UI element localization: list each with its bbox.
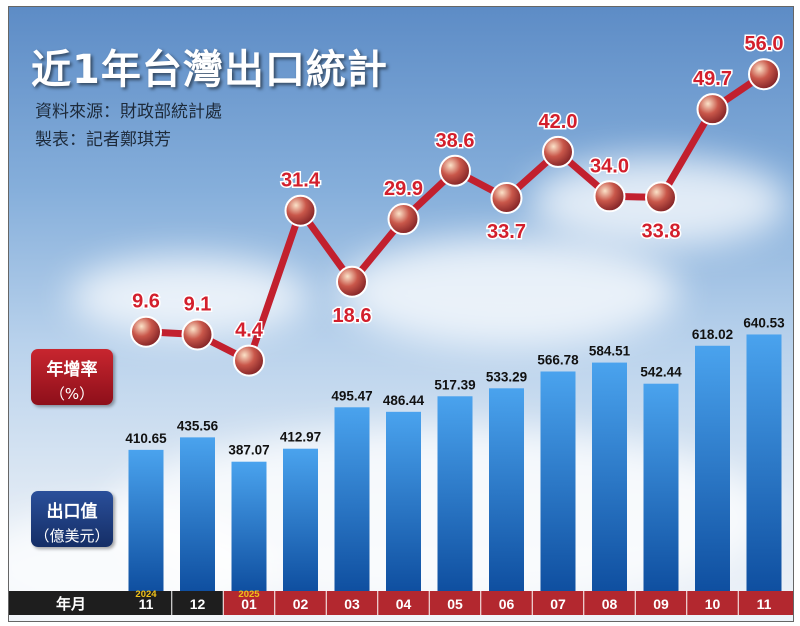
bar-0 [128, 449, 164, 591]
legend-rate-unit: （%） [49, 385, 95, 403]
x-tick-label-1: 12 [190, 596, 206, 612]
rate-value-label-9: 34.0 [590, 155, 629, 177]
bar-12 [746, 334, 782, 591]
growth-rate-line [145, 71, 766, 365]
rate-value-label-5: 29.9 [384, 178, 423, 200]
rate-marker-0 [130, 315, 162, 348]
chart-canvas: 410.65 435.56 387.07 412.97 495.47 486.44 517.… [9, 32, 793, 615]
bar-1 [180, 437, 215, 591]
x-tick-label-10: 09 [653, 596, 669, 612]
rate-value-label-11: 49.7 [693, 68, 732, 90]
rate-value-label-4: 18.6 [333, 305, 372, 327]
rate-marker-3 [284, 194, 317, 227]
rate-value-label-6: 38.6 [436, 130, 475, 152]
x-axis-label: 年月 [56, 595, 86, 613]
rate-marker-6 [439, 154, 471, 187]
bar-3 [283, 448, 318, 591]
rate-value-label-3: 31.4 [281, 170, 321, 192]
bar-value-label-6: 517.39 [434, 377, 475, 392]
year-label-1: 2025 [238, 589, 260, 600]
legend-growth-rate: 年增率 （%） [31, 349, 113, 405]
x-tick-label-4: 03 [344, 596, 360, 612]
bar-8 [540, 371, 576, 591]
bar-10 [643, 383, 679, 591]
bar-value-label-7: 533.29 [486, 369, 527, 384]
rate-value-label-0: 9.6 [132, 291, 160, 313]
x-tick-label-2: 01 [241, 596, 257, 612]
bar-5 [386, 411, 421, 591]
rate-marker-4 [336, 265, 368, 298]
cloud-decoration [339, 237, 679, 347]
rate-marker-7 [490, 181, 523, 214]
rate-value-label-7: 33.7 [487, 221, 526, 243]
bar-value-label-0: 410.65 [125, 431, 167, 446]
rate-marker-10 [645, 181, 677, 214]
x-tick-label-6: 05 [447, 596, 463, 612]
x-tick-label-7: 06 [499, 596, 515, 612]
bar-9 [592, 362, 627, 591]
legend-rate-title: 年增率 [46, 360, 98, 380]
axis-band-red [223, 591, 793, 615]
legend-export-value: 出口值 （億美元） [31, 491, 113, 547]
bar-4 [334, 407, 370, 591]
bar-value-label-1: 435.56 [177, 418, 219, 433]
rate-marker-1 [181, 318, 214, 351]
bar-value-label-10: 542.44 [640, 365, 682, 380]
chart-frame: 410.65 435.56 387.07 412.97 495.47 486.44 517.… [8, 6, 794, 622]
rate-marker-9 [593, 180, 626, 213]
legend-export-title: 出口值 [46, 502, 98, 522]
rate-marker-8 [542, 135, 574, 168]
rate-value-label-10: 33.8 [642, 220, 681, 242]
bar-value-label-5: 486.44 [383, 393, 425, 408]
bar-11 [695, 345, 730, 591]
rate-value-label-12: 56.0 [745, 33, 784, 55]
x-tick-label-8: 07 [550, 596, 566, 612]
bar-value-label-3: 412.97 [280, 430, 321, 445]
bar-value-label-8: 566.78 [537, 352, 579, 367]
x-tick-label-9: 08 [602, 596, 618, 612]
bar-value-label-2: 387.07 [228, 443, 269, 458]
rate-marker-5 [387, 203, 420, 236]
bar-7 [489, 388, 524, 591]
bar-value-label-9: 584.51 [589, 344, 631, 359]
source-credit: 資料來源：財政部統計處 [35, 102, 222, 122]
bar-2 [231, 461, 267, 591]
rate-marker-2 [233, 344, 265, 377]
x-tick-label-0: 11 [139, 596, 154, 612]
author-credit: 製表：記者鄭琪芳 [35, 130, 171, 150]
bar-value-label-12: 640.53 [743, 315, 785, 330]
rate-marker-12 [748, 58, 780, 91]
chart-title: 近1年台灣出口統計 [31, 47, 388, 93]
x-tick-label-12: 11 [757, 596, 772, 612]
x-tick-label-5: 04 [396, 596, 412, 612]
bar-value-label-11: 618.02 [692, 327, 733, 342]
rate-value-label-1: 9.1 [184, 293, 212, 315]
bar-value-label-4: 495.47 [331, 388, 372, 403]
rate-value-label-8: 42.0 [539, 111, 578, 133]
bar-6 [437, 396, 473, 591]
legend-export-unit: （億美元） [34, 527, 110, 545]
x-tick-label-3: 02 [293, 596, 309, 612]
x-tick-label-11: 10 [705, 596, 721, 612]
year-label-0: 2024 [135, 589, 157, 600]
rate-value-label-2: 4.4 [235, 320, 264, 342]
rate-marker-11 [696, 93, 729, 126]
